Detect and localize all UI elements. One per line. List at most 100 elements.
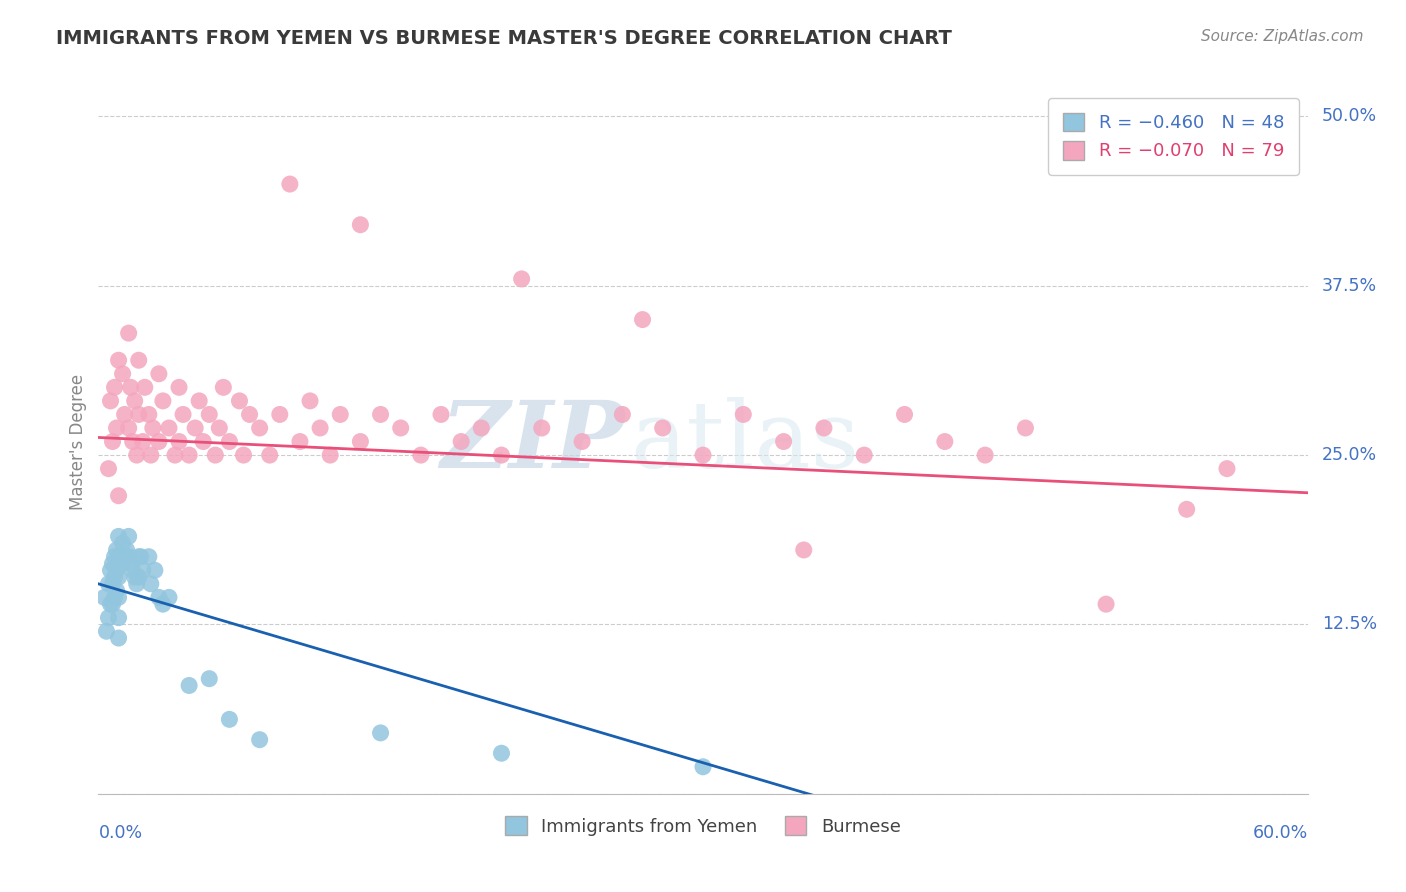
Point bbox=[132, 434, 155, 449]
Point bbox=[249, 732, 271, 747]
Point bbox=[188, 393, 211, 408]
Text: 37.5%: 37.5% bbox=[1322, 277, 1378, 294]
Point bbox=[299, 393, 322, 408]
Point bbox=[893, 408, 915, 422]
Point bbox=[1175, 502, 1198, 516]
Point bbox=[167, 434, 190, 449]
Point bbox=[96, 624, 118, 639]
Point bbox=[1095, 597, 1118, 611]
Point bbox=[118, 326, 141, 340]
Point bbox=[128, 408, 150, 422]
Point bbox=[101, 597, 124, 611]
Point bbox=[772, 434, 794, 449]
Point bbox=[100, 393, 122, 408]
Text: atlas: atlas bbox=[630, 397, 859, 486]
Point bbox=[105, 543, 128, 558]
Point bbox=[218, 712, 240, 726]
Point bbox=[105, 563, 128, 577]
Point bbox=[121, 434, 143, 449]
Point bbox=[134, 380, 156, 394]
Text: 50.0%: 50.0% bbox=[1322, 107, 1378, 125]
Point bbox=[143, 563, 166, 577]
Point bbox=[530, 421, 553, 435]
Point bbox=[259, 448, 281, 462]
Point bbox=[370, 408, 392, 422]
Point bbox=[107, 489, 129, 503]
Point bbox=[118, 529, 141, 543]
Point bbox=[103, 380, 125, 394]
Point bbox=[142, 421, 165, 435]
Point bbox=[100, 597, 122, 611]
Text: ZIP: ZIP bbox=[440, 397, 624, 486]
Point bbox=[692, 448, 714, 462]
Text: Source: ZipAtlas.com: Source: ZipAtlas.com bbox=[1201, 29, 1364, 45]
Point bbox=[853, 448, 876, 462]
Point bbox=[101, 557, 124, 571]
Text: 0.0%: 0.0% bbox=[98, 824, 142, 842]
Point bbox=[184, 421, 207, 435]
Point bbox=[212, 380, 235, 394]
Point bbox=[232, 448, 254, 462]
Point bbox=[269, 408, 291, 422]
Point bbox=[121, 563, 143, 577]
Point bbox=[179, 448, 201, 462]
Point bbox=[152, 597, 174, 611]
Point bbox=[571, 434, 593, 449]
Point bbox=[107, 631, 129, 645]
Point bbox=[115, 543, 138, 558]
Point bbox=[450, 434, 472, 449]
Point bbox=[651, 421, 673, 435]
Point bbox=[179, 678, 201, 692]
Point bbox=[148, 591, 170, 605]
Point bbox=[148, 434, 170, 449]
Point bbox=[128, 570, 150, 584]
Point bbox=[105, 583, 128, 598]
Point bbox=[97, 577, 120, 591]
Point bbox=[491, 746, 513, 760]
Point bbox=[470, 421, 492, 435]
Point bbox=[101, 434, 124, 449]
Point bbox=[309, 421, 332, 435]
Point bbox=[132, 563, 155, 577]
Point bbox=[370, 726, 392, 740]
Point bbox=[138, 549, 160, 564]
Point bbox=[278, 177, 301, 191]
Point bbox=[288, 434, 311, 449]
Point bbox=[349, 434, 371, 449]
Point bbox=[692, 760, 714, 774]
Point bbox=[103, 549, 125, 564]
Point bbox=[152, 393, 174, 408]
Point bbox=[107, 591, 129, 605]
Point bbox=[198, 672, 221, 686]
Point bbox=[510, 272, 533, 286]
Point bbox=[204, 448, 226, 462]
Point bbox=[125, 577, 148, 591]
Point bbox=[107, 549, 129, 564]
Point bbox=[120, 557, 142, 571]
Point bbox=[107, 529, 129, 543]
Text: 12.5%: 12.5% bbox=[1322, 615, 1378, 633]
Point bbox=[208, 421, 231, 435]
Point bbox=[128, 549, 150, 564]
Point bbox=[114, 549, 136, 564]
Point bbox=[172, 408, 194, 422]
Point bbox=[97, 461, 120, 475]
Point bbox=[129, 549, 152, 564]
Point bbox=[228, 393, 250, 408]
Point bbox=[118, 549, 141, 564]
Point bbox=[198, 408, 221, 422]
Point bbox=[139, 448, 162, 462]
Point bbox=[813, 421, 835, 435]
Point bbox=[167, 380, 190, 394]
Point bbox=[101, 577, 124, 591]
Point bbox=[97, 610, 120, 624]
Point bbox=[974, 448, 997, 462]
Point bbox=[491, 448, 513, 462]
Point bbox=[111, 536, 134, 550]
Point bbox=[118, 421, 141, 435]
Point bbox=[612, 408, 634, 422]
Point bbox=[128, 353, 150, 368]
Point bbox=[733, 408, 755, 422]
Point bbox=[389, 421, 412, 435]
Point bbox=[138, 408, 160, 422]
